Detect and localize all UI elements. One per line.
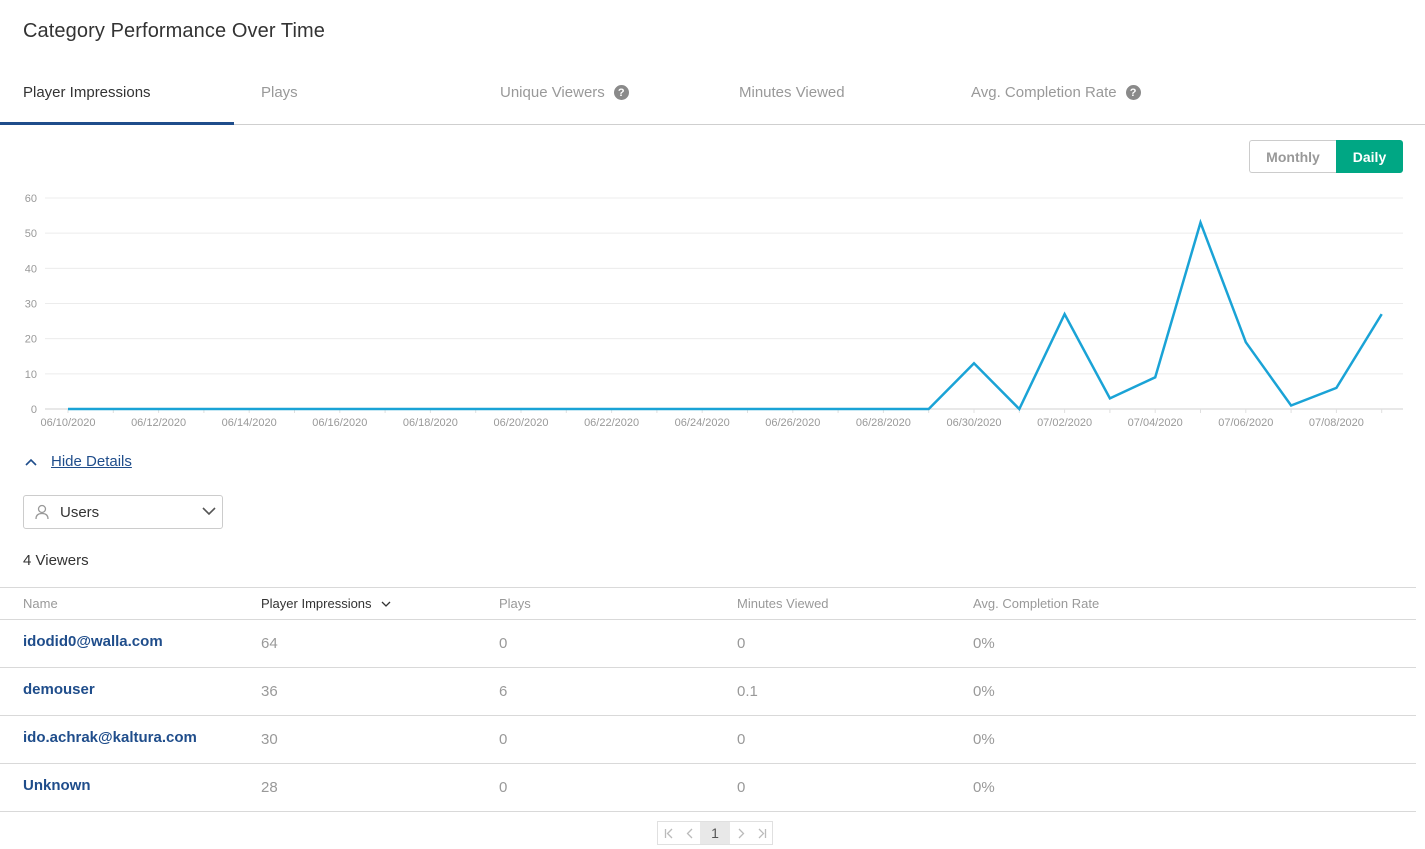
x-tick-label: 06/14/2020 bbox=[222, 417, 277, 429]
tab-label: Player Impressions bbox=[23, 84, 151, 101]
series-line bbox=[68, 218, 1383, 412]
tab-plays[interactable]: Plays bbox=[261, 62, 298, 123]
x-tick-label: 07/04/2020 bbox=[1128, 417, 1183, 429]
monthly-button[interactable]: Monthly bbox=[1249, 140, 1336, 173]
x-tick-label: 07/08/2020 bbox=[1309, 417, 1364, 429]
table-row: Unknown 28 0 0 0% bbox=[0, 764, 1416, 812]
metric-tabs: Player Impressions Plays Unique Viewers … bbox=[0, 62, 1425, 125]
column-header-player-impressions[interactable]: Player Impressions bbox=[261, 588, 391, 619]
table-row: demouser 36 6 0.1 0% bbox=[0, 668, 1416, 716]
period-toggle: Monthly Daily bbox=[1249, 140, 1403, 173]
x-tick-label: 06/22/2020 bbox=[584, 417, 639, 429]
help-icon[interactable]: ? bbox=[613, 85, 629, 100]
y-tick-label: 30 bbox=[25, 299, 37, 311]
row-impressions: 64 bbox=[261, 635, 278, 652]
page-title: Category Performance Over Time bbox=[23, 20, 325, 42]
tab-avg-completion-rate[interactable]: Avg. Completion Rate ? bbox=[971, 62, 1141, 123]
row-plays: 0 bbox=[499, 635, 508, 652]
chevron-up-icon bbox=[25, 458, 37, 466]
x-tick-label: 07/06/2020 bbox=[1218, 417, 1273, 429]
user-icon bbox=[35, 504, 49, 520]
y-tick-label: 40 bbox=[25, 263, 37, 275]
x-tick-label: 07/02/2020 bbox=[1037, 417, 1092, 429]
row-impressions: 28 bbox=[261, 779, 278, 796]
chevron-right-icon bbox=[738, 828, 744, 838]
pagination: 1 bbox=[657, 821, 773, 845]
users-dropdown[interactable]: Users bbox=[23, 495, 223, 529]
row-name-link[interactable]: idodid0@walla.com bbox=[23, 633, 163, 650]
y-tick-label: 50 bbox=[25, 228, 37, 240]
row-minutes: 0 bbox=[737, 779, 746, 796]
first-page-icon bbox=[664, 828, 672, 838]
row-plays: 0 bbox=[499, 779, 508, 796]
tab-player-impressions[interactable]: Player Impressions bbox=[23, 62, 151, 123]
hide-details-link[interactable]: Hide Details bbox=[51, 453, 132, 470]
sort-desc-icon bbox=[381, 601, 391, 607]
table-header: Name Player Impressions Plays Minutes Vi… bbox=[0, 588, 1416, 620]
x-tick-label: 06/12/2020 bbox=[131, 417, 186, 429]
x-tick-label: 06/10/2020 bbox=[40, 417, 95, 429]
tab-label: Unique Viewers bbox=[500, 84, 605, 101]
x-tick-label: 06/28/2020 bbox=[856, 417, 911, 429]
row-completion: 0% bbox=[973, 779, 995, 796]
viewers-table: Name Player Impressions Plays Minutes Vi… bbox=[0, 587, 1416, 812]
tab-label: Minutes Viewed bbox=[739, 84, 845, 101]
row-name-link[interactable]: Unknown bbox=[23, 777, 91, 794]
chevron-down-icon bbox=[202, 507, 216, 516]
row-name-link[interactable]: demouser bbox=[23, 681, 95, 698]
y-tick-label: 60 bbox=[25, 193, 37, 205]
users-dropdown-label: Users bbox=[60, 503, 100, 521]
x-tick-label: 06/16/2020 bbox=[312, 417, 367, 429]
line-chart: 0 10 20 30 40 50 60 06/10/2020 06/12/2020 06/14/2… bbox=[25, 193, 1403, 429]
x-tick-label: 06/20/2020 bbox=[493, 417, 548, 429]
y-tick-label: 20 bbox=[25, 334, 37, 346]
tab-unique-viewers[interactable]: Unique Viewers ? bbox=[500, 62, 629, 123]
chevron-left-icon bbox=[686, 828, 692, 838]
row-completion: 0% bbox=[973, 683, 995, 700]
y-tick-label: 0 bbox=[31, 404, 37, 416]
row-name-link[interactable]: ido.achrak@kaltura.com bbox=[23, 729, 197, 746]
x-tick-label: 06/26/2020 bbox=[765, 417, 820, 429]
row-minutes: 0 bbox=[737, 731, 746, 748]
current-page[interactable]: 1 bbox=[700, 822, 730, 844]
row-minutes: 0 bbox=[737, 635, 746, 652]
x-tick-label: 06/24/2020 bbox=[675, 417, 730, 429]
column-header-avg-completion-rate[interactable]: Avg. Completion Rate bbox=[973, 596, 1100, 611]
last-page-button[interactable] bbox=[751, 822, 772, 844]
hide-details-toggle[interactable]: Hide Details bbox=[23, 453, 132, 470]
tab-label: Plays bbox=[261, 84, 298, 101]
row-minutes: 0.1 bbox=[737, 683, 758, 700]
column-header-minutes-viewed[interactable]: Minutes Viewed bbox=[737, 596, 829, 611]
x-tick-label: 06/30/2020 bbox=[946, 417, 1001, 429]
row-plays: 0 bbox=[499, 731, 508, 748]
previous-page-button[interactable] bbox=[679, 822, 700, 844]
viewer-count: 4 Viewers bbox=[23, 552, 89, 569]
daily-button[interactable]: Daily bbox=[1336, 140, 1403, 173]
next-page-button[interactable] bbox=[730, 822, 751, 844]
y-tick-label: 10 bbox=[25, 369, 37, 381]
tab-minutes-viewed[interactable]: Minutes Viewed bbox=[739, 62, 845, 123]
row-impressions: 36 bbox=[261, 683, 278, 700]
last-page-icon bbox=[758, 828, 766, 838]
table-row: idodid0@walla.com 64 0 0 0% bbox=[0, 620, 1416, 668]
column-header-name[interactable]: Name bbox=[23, 596, 58, 611]
row-plays: 6 bbox=[499, 683, 508, 700]
row-impressions: 30 bbox=[261, 731, 278, 748]
column-header-label: Player Impressions bbox=[261, 596, 372, 611]
active-tab-underline bbox=[0, 122, 234, 125]
table-row: ido.achrak@kaltura.com 30 0 0 0% bbox=[0, 716, 1416, 764]
column-header-plays[interactable]: Plays bbox=[499, 596, 531, 611]
x-tick-label: 06/18/2020 bbox=[403, 417, 458, 429]
row-completion: 0% bbox=[973, 635, 995, 652]
row-completion: 0% bbox=[973, 731, 995, 748]
first-page-button[interactable] bbox=[658, 822, 679, 844]
help-icon[interactable]: ? bbox=[1125, 85, 1141, 100]
tab-label: Avg. Completion Rate bbox=[971, 84, 1117, 101]
